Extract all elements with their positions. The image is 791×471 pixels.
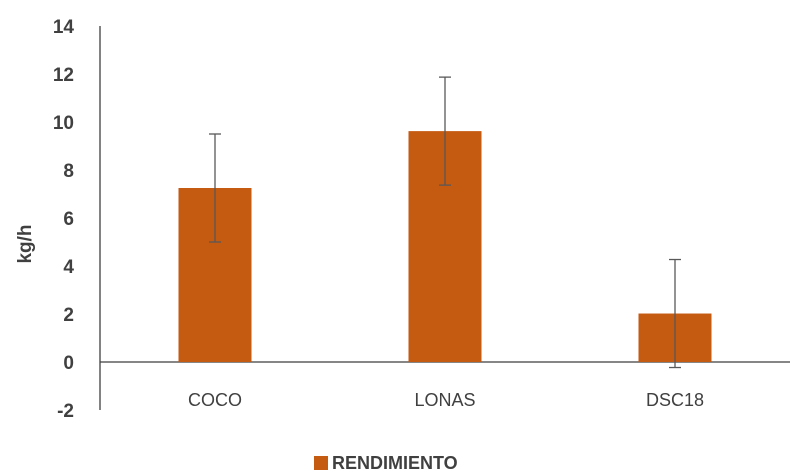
x-tick-label: COCO [188, 390, 242, 410]
y-tick-labels: -2 0 2 4 6 8 10 12 14 [53, 17, 75, 422]
y-tick-label: 4 [63, 257, 74, 278]
y-tick-label: 2 [63, 305, 74, 326]
y-tick-label: 14 [53, 17, 75, 38]
error-bars [209, 76, 681, 369]
y-axis-label: kg/h [15, 224, 36, 263]
legend-label: RENDIMIENTO [332, 453, 458, 471]
y-tick-label: 6 [63, 209, 74, 230]
y-tick-label: -2 [57, 401, 74, 422]
y-tick-label: 8 [63, 161, 74, 182]
y-tick-label: 0 [63, 353, 74, 374]
x-tick-label: LONAS [414, 390, 475, 410]
y-tick-label: 10 [53, 113, 74, 134]
x-tick-labels: COCO LONAS DSC18 [188, 390, 704, 410]
x-tick-label: DSC18 [646, 390, 704, 410]
legend-swatch [314, 456, 328, 470]
legend: RENDIMIENTO [314, 453, 458, 471]
y-tick-label: 12 [53, 65, 74, 86]
